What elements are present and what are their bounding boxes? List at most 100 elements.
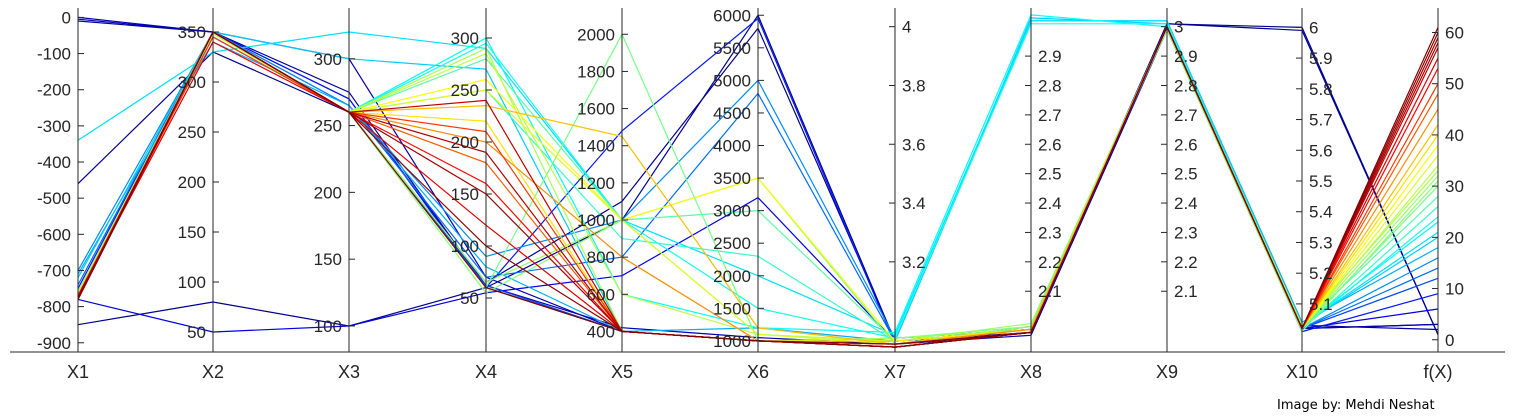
tick-label: 3.2: [902, 253, 926, 272]
tick-label: 2.5: [1174, 165, 1198, 184]
axis-name-X10: X10: [1286, 362, 1318, 382]
axis-name-X7: X7: [884, 362, 906, 382]
tick-label: 5000: [713, 71, 751, 90]
tick-label: 2.6: [1038, 135, 1062, 154]
tick-label: 1000: [713, 332, 751, 351]
tick-label: 3.8: [902, 76, 926, 95]
tick-label: 60: [1445, 23, 1464, 42]
tick-label: 1800: [577, 62, 615, 81]
tick-label: 2.8: [1038, 76, 1062, 95]
tick-label: 2000: [577, 25, 615, 44]
axis-name-X6: X6: [747, 362, 769, 382]
tick-label: 2.2: [1038, 253, 1062, 272]
tick-label: 250: [451, 81, 479, 100]
tick-label: 600: [587, 285, 615, 304]
tick-label: 5.8: [1309, 80, 1333, 99]
tick-label: -400: [37, 153, 71, 172]
axis-names-layer: X1 X2 X3 X4 X5 X6 X7 X8 X9 X10 f(X): [67, 362, 1453, 382]
tick-label: 50: [1445, 75, 1464, 94]
tick-label: 3500: [713, 169, 751, 188]
tick-label: 0: [1445, 331, 1454, 350]
tick-label: 2000: [713, 267, 751, 286]
tick-label: 0: [62, 8, 71, 27]
tick-label: 2.1: [1174, 282, 1198, 301]
tick-label: 250: [314, 117, 342, 136]
axis-name-X4: X4: [475, 362, 497, 382]
tick-label: 2.3: [1174, 223, 1198, 242]
tick-label: 300: [451, 29, 479, 48]
tick-label: -300: [37, 117, 71, 136]
tick-label: 3.4: [902, 194, 926, 213]
tick-label: 2.6: [1174, 135, 1198, 154]
tick-label: 200: [314, 183, 342, 202]
tick-label: 1500: [713, 299, 751, 318]
tick-label: 4: [902, 18, 911, 37]
tick-label: 5.1: [1309, 295, 1333, 314]
tick-label: 2.9: [1038, 47, 1062, 66]
tick-label: 2.7: [1174, 106, 1198, 125]
tick-label: 150: [451, 185, 479, 204]
tick-label: 200: [451, 133, 479, 152]
tick-label: 6: [1309, 18, 1318, 37]
tick-label: 1400: [577, 137, 615, 156]
axis-name-X2: X2: [202, 362, 224, 382]
tick-label: 5500: [713, 39, 751, 58]
tick-label: 1000: [577, 211, 615, 230]
tick-label: 2.4: [1174, 194, 1198, 213]
tick-label: 150: [314, 250, 342, 269]
tick-label: 5.9: [1309, 49, 1333, 68]
tick-label: 5.3: [1309, 233, 1333, 252]
tick-label: 5.2: [1309, 264, 1333, 283]
tick-label: 300: [314, 50, 342, 69]
tick-label: 3: [1174, 18, 1183, 37]
tick-label: 2.5: [1038, 165, 1062, 184]
tick-label: -200: [37, 81, 71, 100]
tick-label: 2.2: [1174, 253, 1198, 272]
tick-label: -100: [37, 45, 71, 64]
tick-label: 350: [178, 23, 206, 42]
tick-label: 50: [460, 289, 479, 308]
tick-label: 250: [178, 123, 206, 142]
tick-label: 2.9: [1174, 47, 1198, 66]
axis-name-X8: X8: [1020, 362, 1042, 382]
tick-label: 5.7: [1309, 111, 1333, 130]
tick-label: -900: [37, 334, 71, 353]
axis-name-X3: X3: [338, 362, 360, 382]
tick-label: 1200: [577, 174, 615, 193]
tick-label: 5.6: [1309, 141, 1333, 160]
axis-name-X5: X5: [611, 362, 633, 382]
tick-label: 1600: [577, 100, 615, 119]
tick-label: 300: [178, 73, 206, 92]
axes-layer: 0-100-200-300-400-500-600-700-800-900350…: [37, 6, 1464, 353]
tick-label: 4000: [713, 137, 751, 156]
tick-label: 20: [1445, 228, 1464, 247]
axis-name-X9: X9: [1156, 362, 1178, 382]
tick-label: 100: [451, 237, 479, 256]
tick-label: 2.7: [1038, 106, 1062, 125]
tick-label: 2.4: [1038, 194, 1062, 213]
tick-label: 3000: [713, 202, 751, 221]
tick-label: 40: [1445, 126, 1464, 145]
tick-label: 50: [187, 323, 206, 342]
tick-label: 150: [178, 223, 206, 242]
tick-label: 100: [178, 273, 206, 292]
tick-label: 5.4: [1309, 203, 1333, 222]
tick-label: 30: [1445, 177, 1464, 196]
image-credit: Image by: Mehdi Neshat: [1277, 398, 1435, 413]
tick-label: -700: [37, 261, 71, 280]
tick-label: 4500: [713, 104, 751, 123]
tick-label: -500: [37, 189, 71, 208]
tick-label: 100: [314, 317, 342, 336]
tick-label: 2500: [713, 234, 751, 253]
tick-label: 200: [178, 173, 206, 192]
tick-label: 800: [587, 248, 615, 267]
tick-label: -800: [37, 298, 71, 317]
tick-label: 6000: [713, 6, 751, 25]
tick-label: -600: [37, 225, 71, 244]
tick-label: 10: [1445, 280, 1464, 299]
axis-name-X1: X1: [67, 362, 89, 382]
tick-label: 2.8: [1174, 76, 1198, 95]
tick-label: 5.5: [1309, 172, 1333, 191]
axis-name-f(X): f(X): [1424, 362, 1453, 382]
